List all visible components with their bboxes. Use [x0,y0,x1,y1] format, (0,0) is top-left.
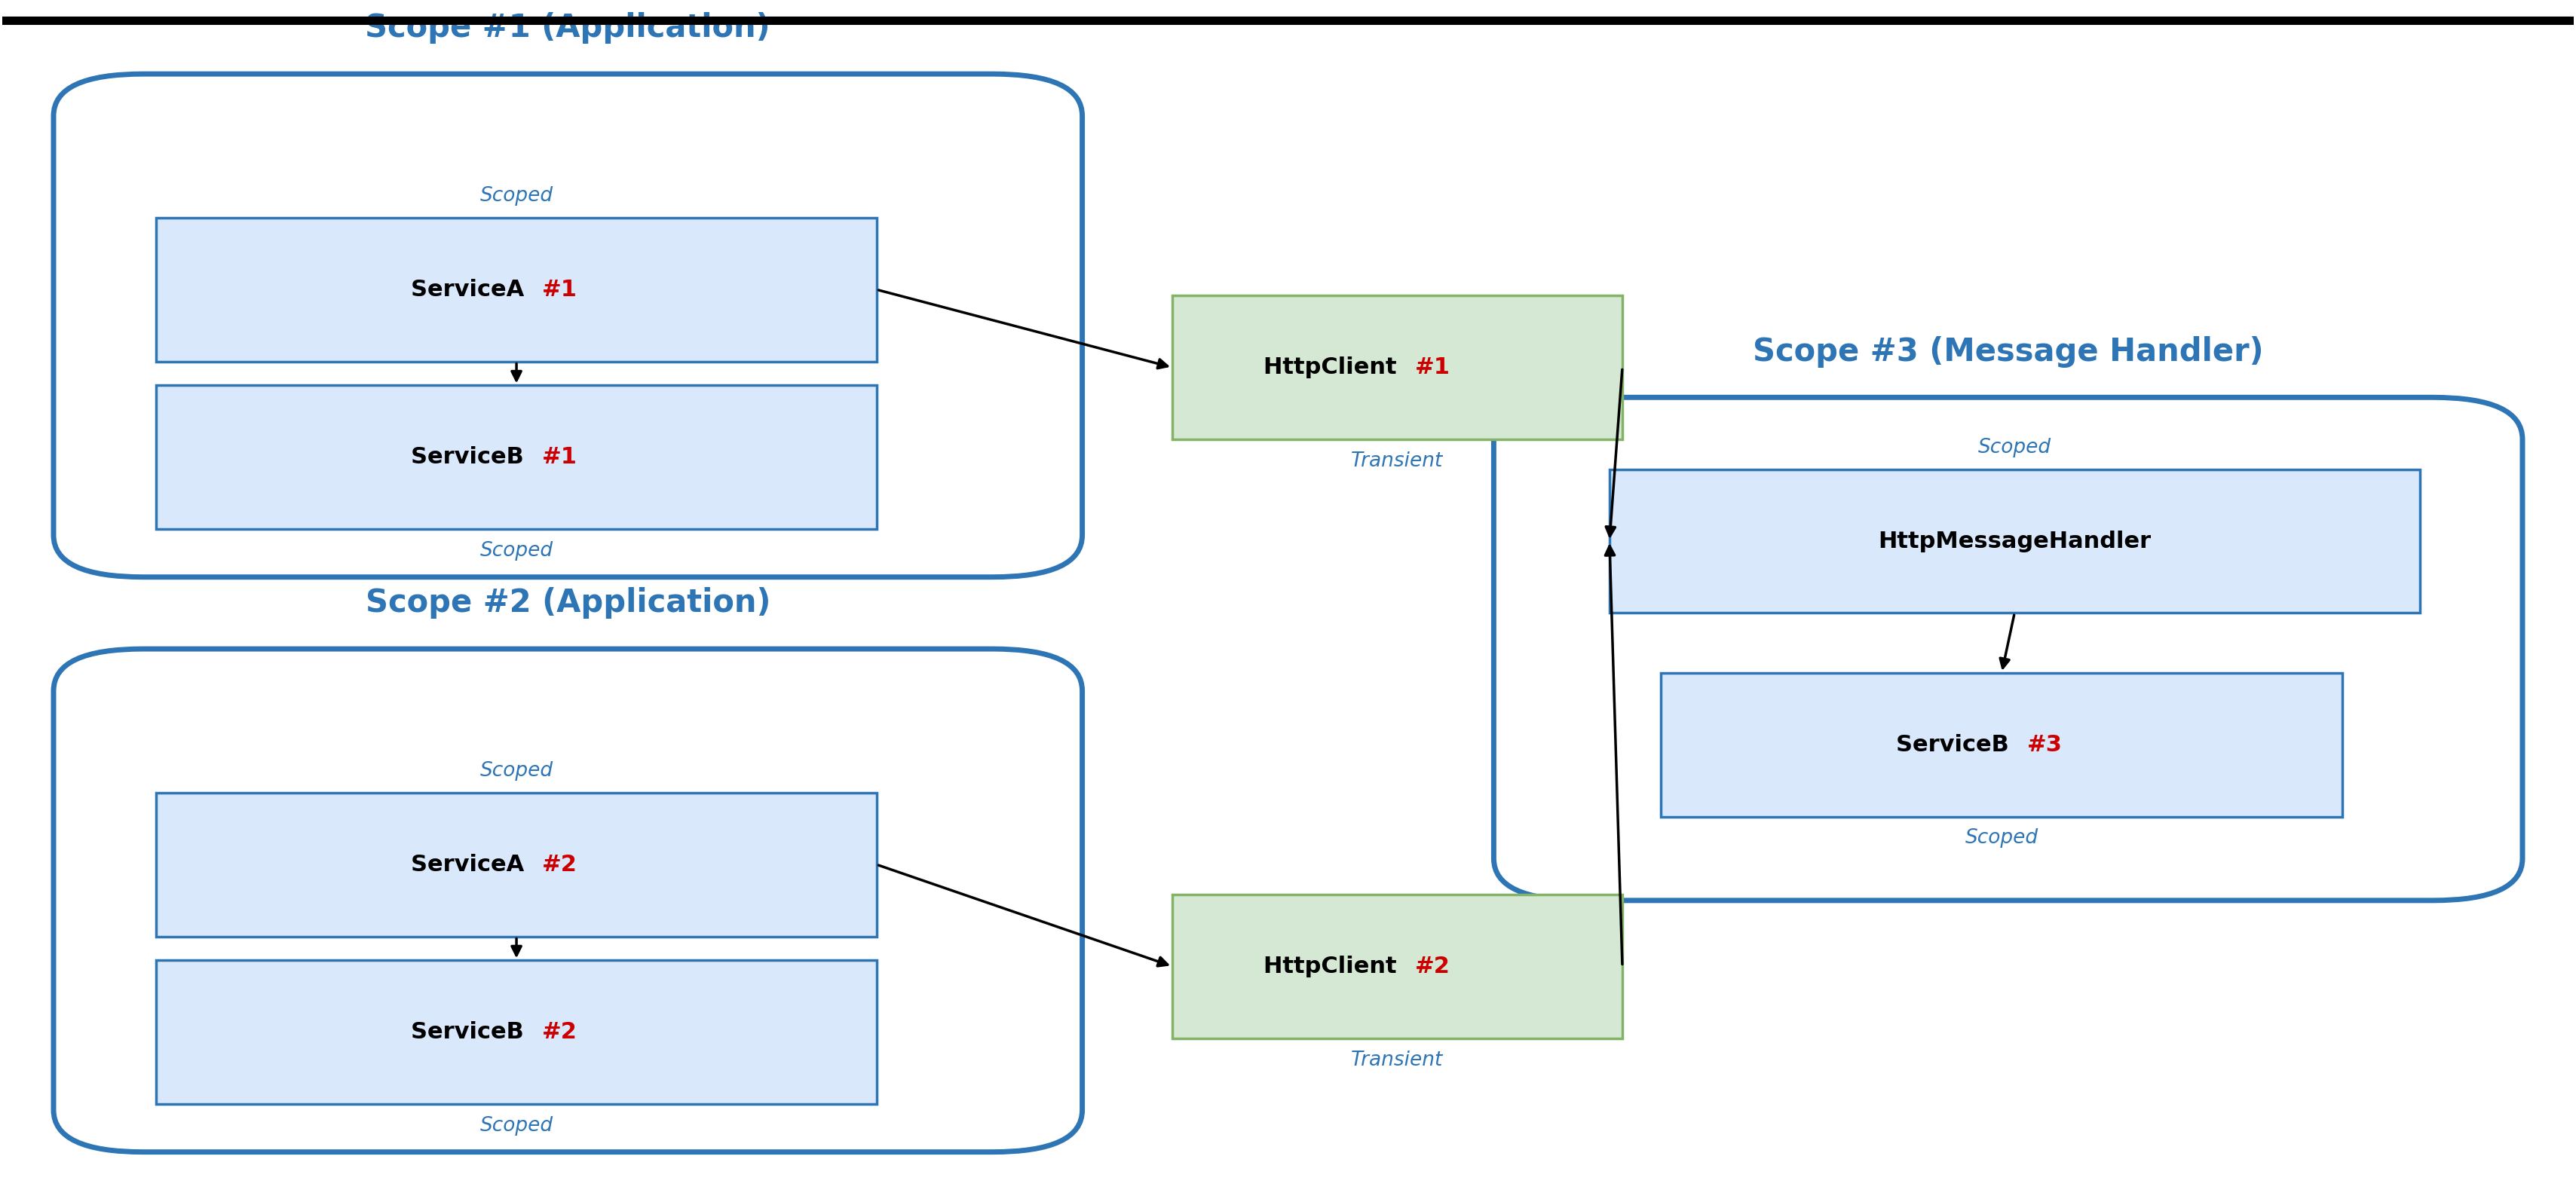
FancyBboxPatch shape [1610,469,2419,613]
Text: Scoped: Scoped [479,541,554,560]
Text: Scoped: Scoped [479,1117,554,1136]
FancyBboxPatch shape [1172,894,1623,1039]
Text: Scoped: Scoped [1978,438,2050,457]
FancyBboxPatch shape [1494,398,2522,900]
FancyBboxPatch shape [1662,673,2342,816]
Text: Scoped: Scoped [1965,828,2038,849]
FancyBboxPatch shape [1172,296,1623,439]
Text: #2: #2 [541,1022,577,1043]
Text: #1: #1 [1414,357,1450,379]
Text: Scope #1 (Application): Scope #1 (Application) [366,12,770,44]
Text: Scoped: Scoped [479,186,554,206]
Text: ServiceA: ServiceA [410,279,531,300]
Text: HttpClient: HttpClient [1265,357,1404,379]
Text: #2: #2 [1414,956,1450,977]
Text: #3: #3 [2027,733,2063,756]
FancyBboxPatch shape [54,75,1082,577]
FancyBboxPatch shape [157,792,876,936]
FancyBboxPatch shape [157,386,876,529]
Text: ServiceA: ServiceA [410,853,531,875]
Text: Transient: Transient [1352,451,1443,471]
FancyBboxPatch shape [54,649,1082,1152]
FancyBboxPatch shape [157,218,876,362]
Text: HttpMessageHandler: HttpMessageHandler [1878,530,2151,552]
Text: #2: #2 [541,853,577,875]
Text: ServiceB: ServiceB [412,446,531,469]
Text: #1: #1 [541,446,577,469]
Text: #1: #1 [541,279,577,300]
Text: Scope #2 (Application): Scope #2 (Application) [366,588,770,619]
Text: HttpClient: HttpClient [1265,956,1404,977]
Text: ServiceB: ServiceB [412,1022,531,1043]
Text: Scope #3 (Message Handler): Scope #3 (Message Handler) [1752,335,2264,368]
FancyBboxPatch shape [157,960,876,1105]
Text: ServiceB: ServiceB [1896,733,2017,756]
Text: Transient: Transient [1352,1051,1443,1070]
Text: Scoped: Scoped [479,761,554,780]
